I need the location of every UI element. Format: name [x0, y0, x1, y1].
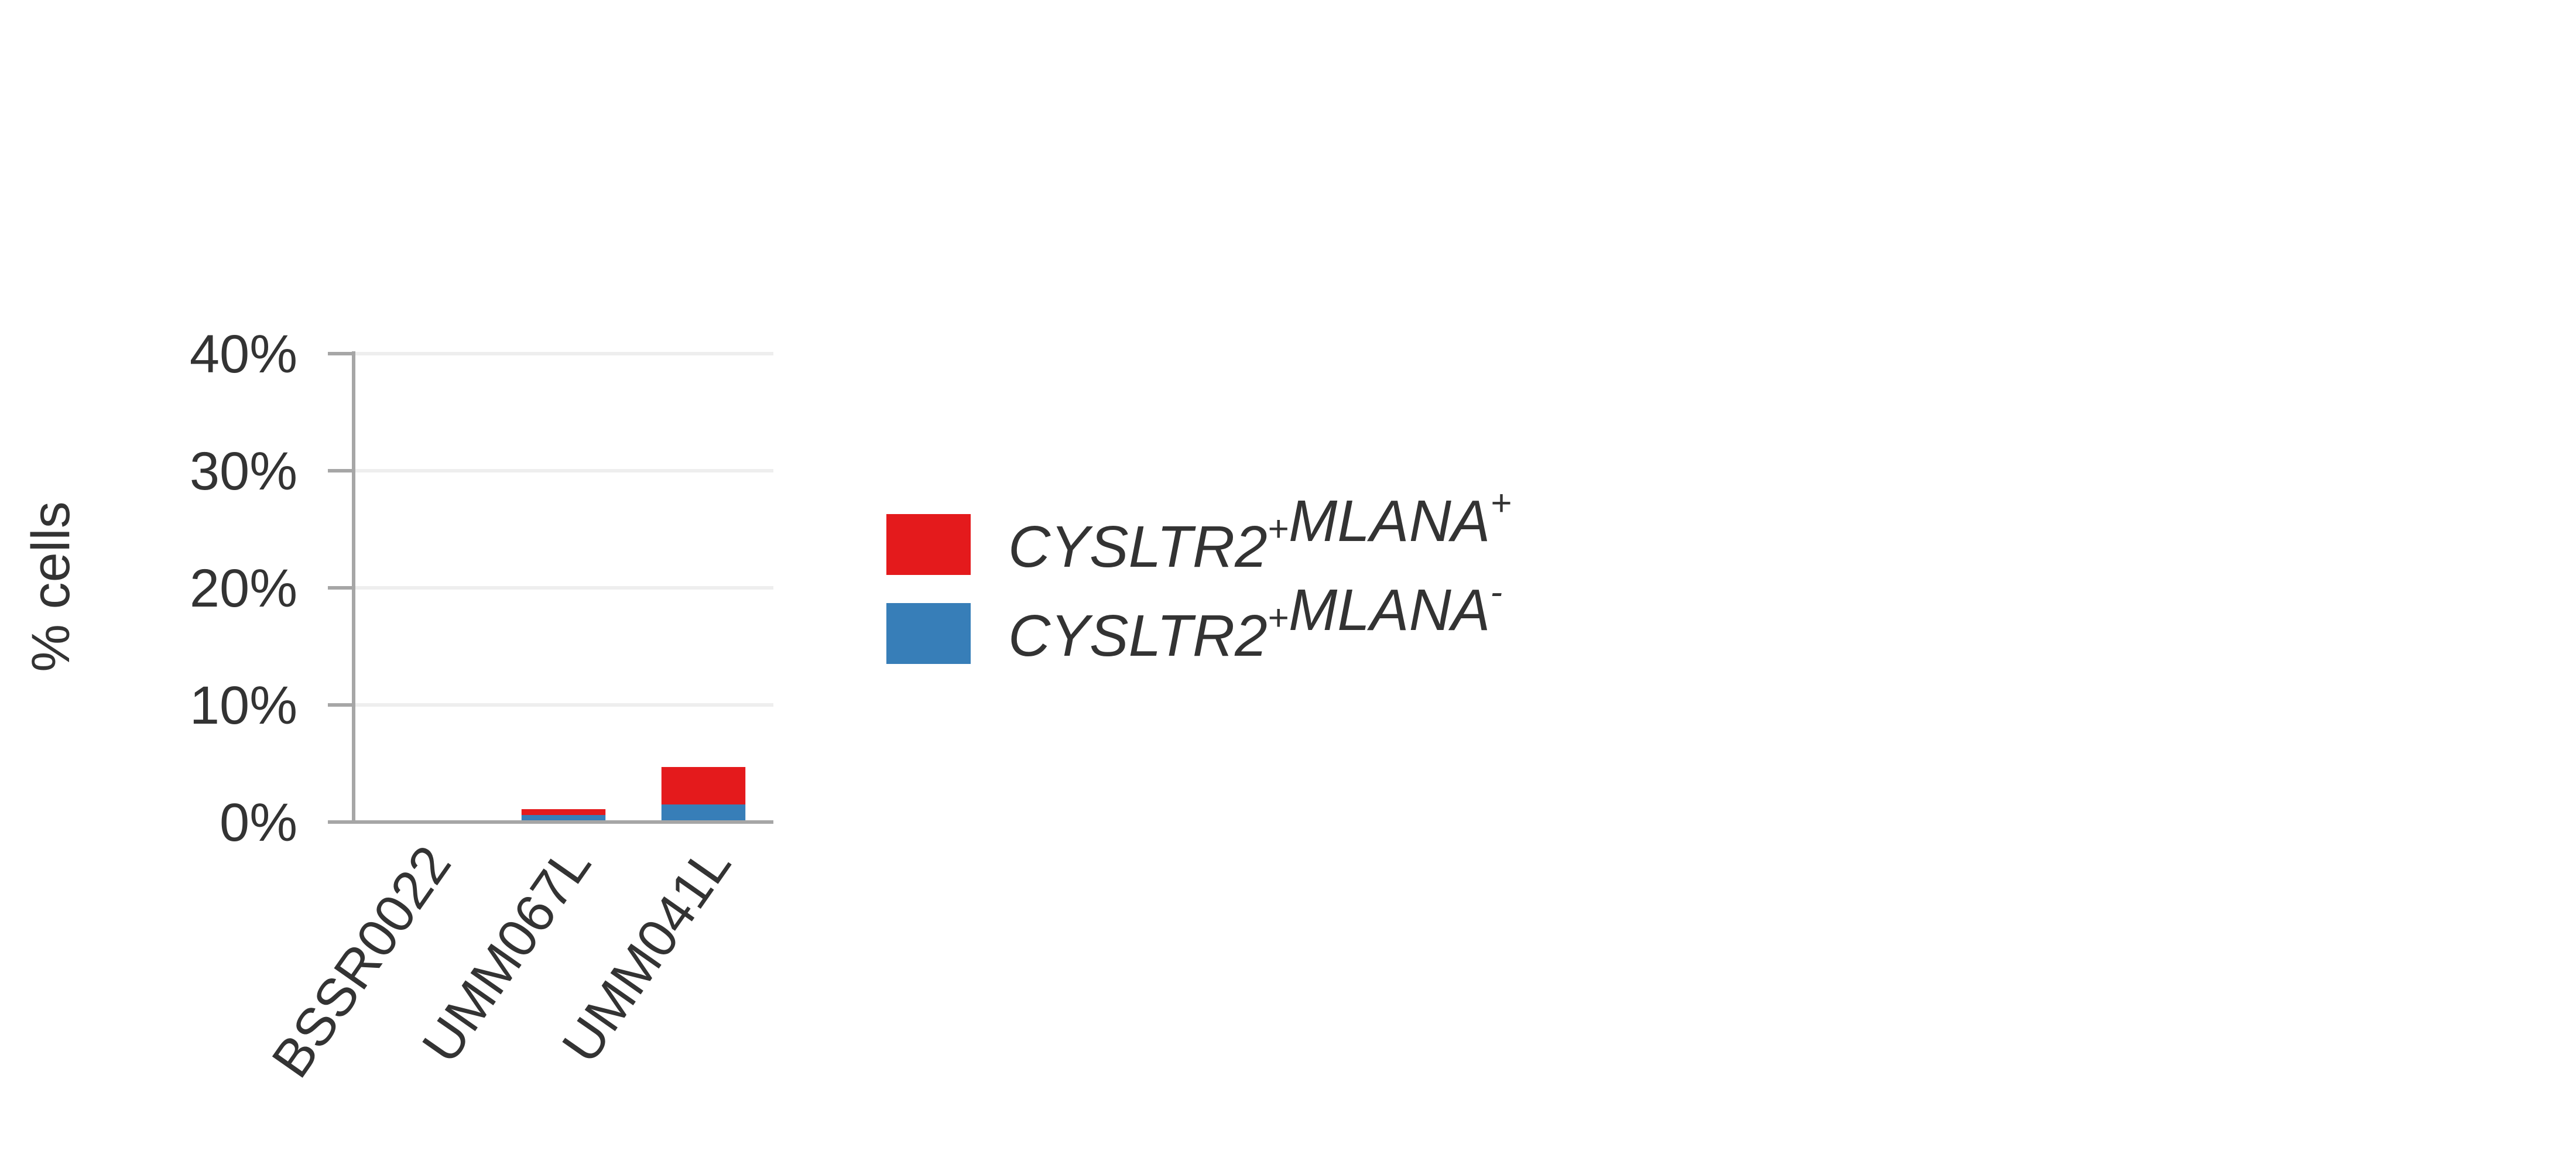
y-tick-label: 40%	[190, 324, 297, 384]
y-tick-label: 10%	[190, 676, 297, 735]
bar-segment	[521, 809, 606, 815]
y-axis-label: % cells	[21, 501, 81, 672]
y-ticks: 0% 10% 20% 30% 40%	[190, 324, 354, 852]
y-tick-label: 0%	[220, 793, 297, 852]
legend-label: CYSLTR2+MLANA+	[1008, 483, 1512, 580]
legend-swatch	[886, 514, 971, 575]
bar-segment	[661, 804, 746, 822]
bars	[521, 767, 746, 822]
legend-swatch	[886, 603, 971, 664]
bar-segment	[661, 767, 746, 804]
gridlines	[354, 352, 773, 707]
legend-label: CYSLTR2+MLANA-	[1008, 572, 1502, 669]
y-tick-label: 20%	[190, 559, 297, 618]
y-tick-label: 30%	[190, 441, 297, 501]
legend: CYSLTR2+MLANA+CYSLTR2+MLANA-	[886, 483, 1512, 669]
